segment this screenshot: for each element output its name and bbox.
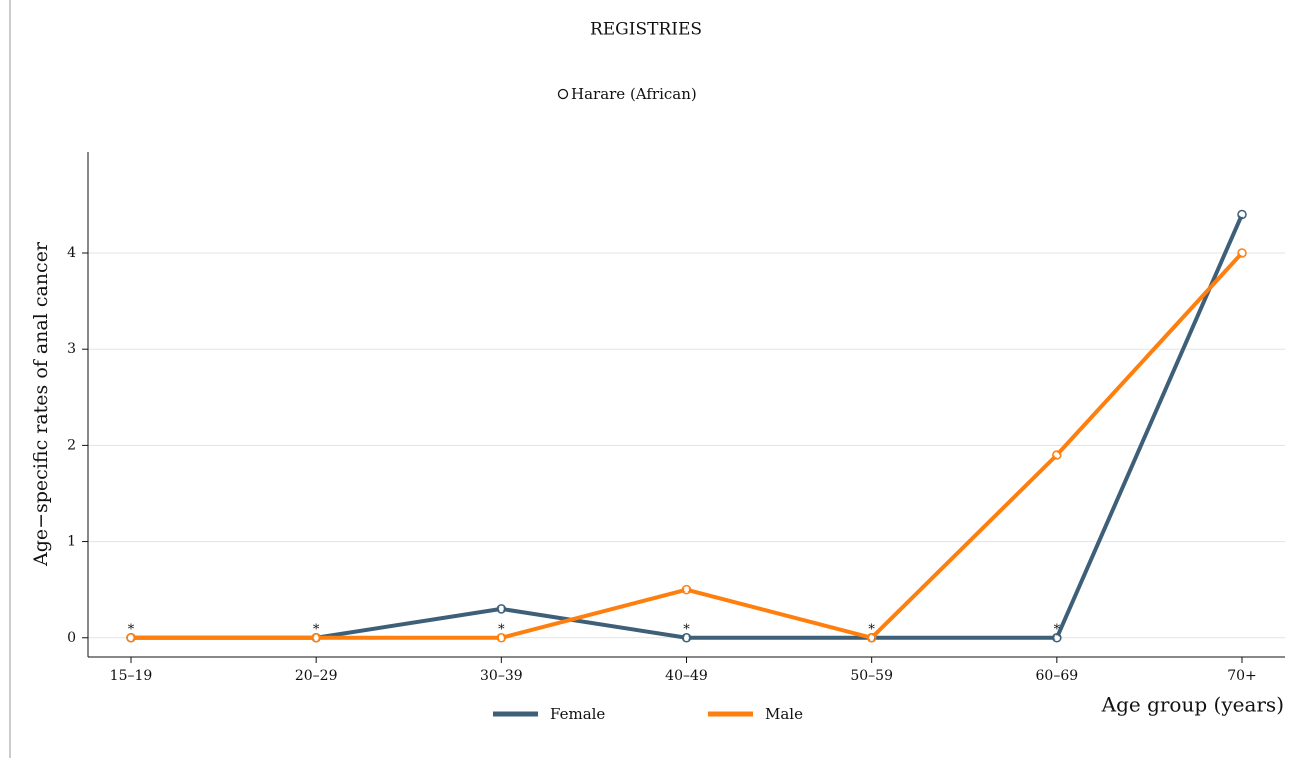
series-line: [131, 213, 1244, 640]
zero-marker: *: [683, 622, 690, 637]
zero-marker: *: [313, 622, 320, 637]
x-tick-label: 60–69: [1036, 668, 1079, 684]
point: [126, 633, 136, 643]
point: [1052, 633, 1062, 643]
point-inner: [313, 635, 319, 641]
point: [681, 584, 692, 595]
y-axis-label: Age−specific rates of anal cancer: [30, 241, 52, 567]
x-tick-label: 50–59: [850, 668, 893, 684]
point: [311, 633, 321, 643]
zero-marker: *: [128, 622, 135, 637]
point: [681, 633, 692, 643]
point-inner: [1239, 250, 1245, 256]
subtitle-marker: [557, 88, 569, 100]
y-tick-label: 1: [67, 534, 76, 550]
y-tick-label: 2: [67, 437, 76, 453]
x-tick-label: 70+: [1227, 668, 1257, 684]
subtitle: Harare (African): [571, 85, 697, 103]
zero-marker: *: [1054, 622, 1061, 637]
zero-marker: *: [868, 622, 875, 637]
point-inner: [1054, 452, 1060, 458]
point: [496, 633, 507, 643]
point-inner: [684, 635, 689, 641]
point-inner: [1054, 635, 1060, 641]
x-tick-label: 15–19: [110, 668, 153, 684]
x-tick-label: 40–49: [665, 668, 708, 684]
y-tick-label: 4: [67, 245, 76, 261]
point-inner: [684, 587, 689, 593]
x-tick-label: 20–29: [295, 668, 338, 684]
x-axis-label: Age group (years): [1101, 693, 1284, 717]
point-inner: [128, 635, 134, 641]
point: [1052, 450, 1062, 460]
legend-label: Female: [550, 705, 605, 723]
legend-label: Male: [765, 705, 803, 723]
chart-title: REGISTRIES: [590, 20, 702, 40]
point: [1237, 209, 1247, 220]
point-inner: [1239, 212, 1245, 218]
point: [496, 604, 507, 614]
point: [1237, 248, 1247, 258]
point-inner: [498, 606, 504, 612]
point: [866, 633, 877, 643]
point-inner: [869, 635, 875, 641]
y-tick-label: 3: [67, 341, 76, 357]
point-inner: [498, 635, 504, 641]
y-tick-label: 0: [67, 630, 76, 646]
zero-marker: *: [498, 622, 505, 637]
x-tick-label: 30–39: [480, 668, 523, 684]
frame: [9, 0, 11, 758]
